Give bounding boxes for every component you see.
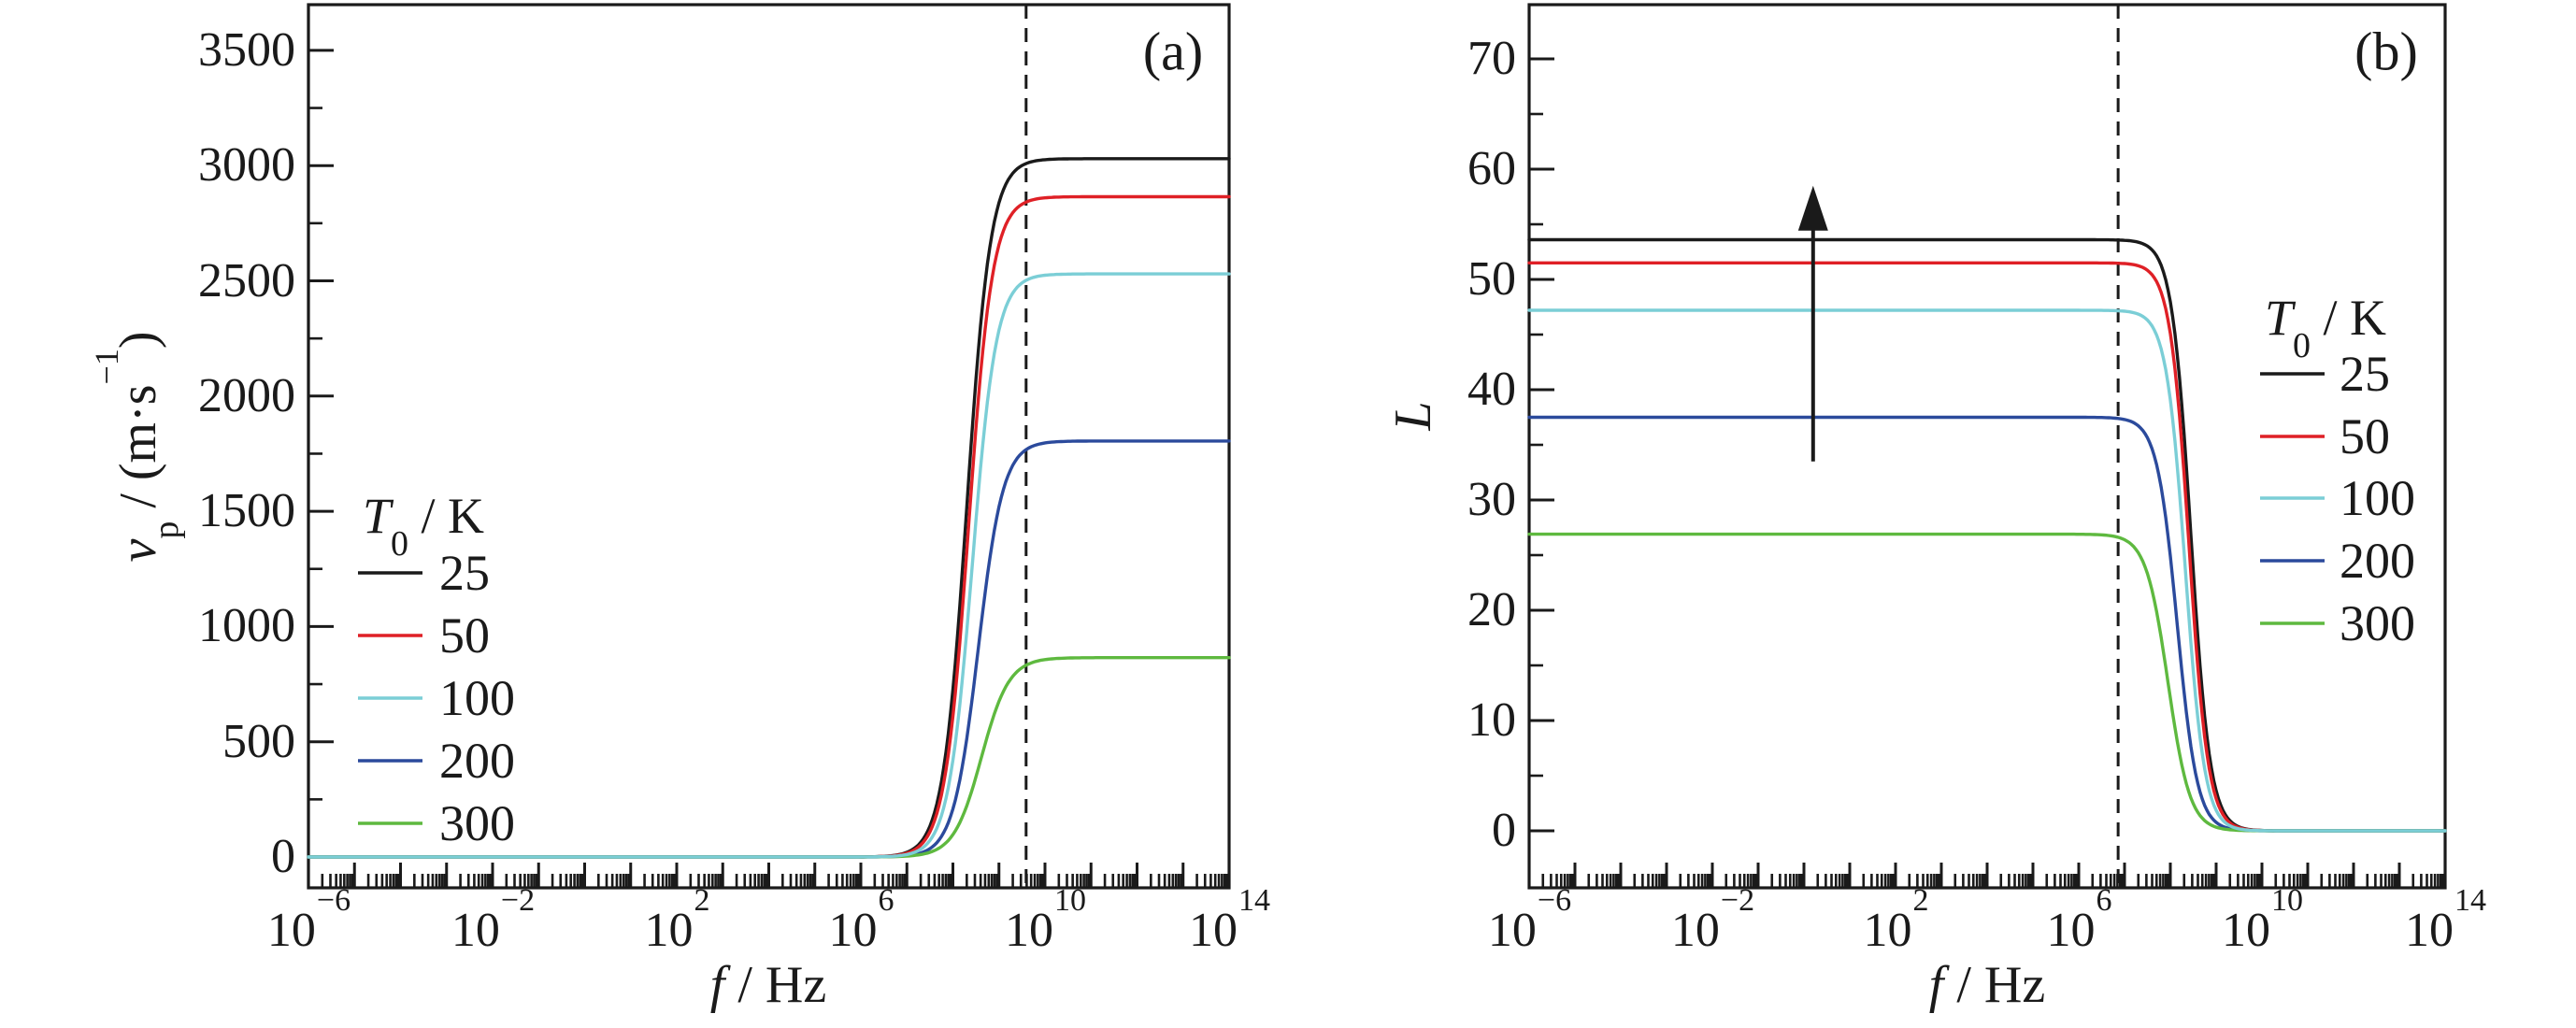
panel-a-legend-title: T0 / K <box>363 488 485 562</box>
legend-title-symbol: T <box>2265 290 2294 346</box>
legend-title-symbol: T <box>363 488 392 544</box>
y-tick-label: 70 <box>1467 32 1516 85</box>
y-tick-label: 2000 <box>198 368 295 422</box>
x-tick-exponent: 14 <box>1238 882 1270 918</box>
curve-100K-panel-b <box>1527 308 2447 833</box>
y-tick-label: 0 <box>1492 804 1516 857</box>
panel-a-x-axis-title: f / Hz <box>710 955 826 1015</box>
x-tick-exponent: −2 <box>500 882 536 918</box>
y-tick-label: 30 <box>1467 473 1516 526</box>
x-tick-label: 106 <box>828 882 894 957</box>
y-tick-label: 40 <box>1467 363 1516 416</box>
x-axis-symbol: f <box>709 956 725 1014</box>
legend-entry-100: 100 <box>439 670 515 726</box>
legend-title-units: / K <box>2311 290 2387 346</box>
y-tick-label: 10 <box>1467 693 1516 747</box>
panel-b-label: (b) <box>2354 21 2418 82</box>
legend-entry-50: 50 <box>439 607 490 664</box>
legend-entry-300: 300 <box>2340 595 2415 651</box>
legend-entry-300: 300 <box>439 795 515 851</box>
x-axis-symbol: f <box>1928 956 1944 1014</box>
y-tick-label: 60 <box>1467 142 1516 195</box>
x-tick-exponent: 6 <box>2096 882 2112 918</box>
y-tick-label: 20 <box>1467 583 1516 636</box>
y-tick-label: 3000 <box>198 138 295 193</box>
y-tick-label: 2500 <box>198 253 295 307</box>
x-tick-label: 1010 <box>2222 882 2303 957</box>
y-tick-label: 50 <box>1467 252 1516 306</box>
y-tick-label: 1500 <box>198 484 295 538</box>
x-tick-label: 10−2 <box>451 882 536 957</box>
legend-entry-25: 25 <box>439 545 490 601</box>
x-tick-label: 10−6 <box>1487 882 1572 957</box>
legend-title-units: / K <box>408 488 485 544</box>
x-tick-label: 1014 <box>1189 882 1270 957</box>
y-axis-symbol: v <box>109 538 167 563</box>
x-tick-exponent: 2 <box>1912 882 1929 918</box>
legend-entry-100: 100 <box>2340 470 2415 526</box>
legend-entry-25: 25 <box>2340 346 2390 402</box>
legend-entry-50: 50 <box>2340 408 2390 464</box>
legend-title-subscript: 0 <box>2293 325 2311 365</box>
x-tick-exponent: 10 <box>2271 882 2303 918</box>
legend-title-subscript: 0 <box>391 523 409 564</box>
x-tick-label: 102 <box>644 882 710 957</box>
x-tick-exponent: −2 <box>1720 882 1755 918</box>
x-tick-exponent: −6 <box>316 882 351 918</box>
legend-entry-200: 200 <box>439 733 515 789</box>
y-tick-label: 500 <box>222 714 295 768</box>
x-tick-label: 102 <box>1863 882 1929 957</box>
panel-b-legend-title: T0 / K <box>2265 290 2387 364</box>
curve-100K-panel-a <box>307 272 1231 859</box>
x-tick-exponent: −6 <box>1537 882 1572 918</box>
y-tick-label: 1000 <box>198 599 295 653</box>
increasing-temperature-arrow-head <box>1797 185 1828 231</box>
x-tick-label: 1010 <box>1005 882 1086 957</box>
x-tick-exponent: 14 <box>2454 882 2486 918</box>
x-tick-exponent: 2 <box>694 882 710 918</box>
y-tick-label: 3500 <box>198 22 295 77</box>
x-axis-units: / Hz <box>1943 956 2046 1014</box>
x-tick-label: 106 <box>2046 882 2112 957</box>
panel-b-x-axis-title: f / Hz <box>1929 955 2045 1015</box>
x-tick-exponent: 6 <box>878 882 894 918</box>
x-tick-label: 1014 <box>2405 882 2486 957</box>
x-axis-units: / Hz <box>724 956 827 1014</box>
x-tick-label: 10−6 <box>266 882 351 957</box>
y-tick-label: 0 <box>271 830 295 883</box>
x-tick-label: 10−2 <box>1670 882 1755 957</box>
curve-300K-panel-b <box>1527 532 2447 833</box>
x-tick-exponent: 10 <box>1054 882 1086 918</box>
panel-b-frame <box>1527 3 2447 890</box>
panel-a-label: (a) <box>1142 21 1204 82</box>
legend-entry-200: 200 <box>2340 533 2415 589</box>
y-axis-units-close: ) <box>109 331 167 350</box>
